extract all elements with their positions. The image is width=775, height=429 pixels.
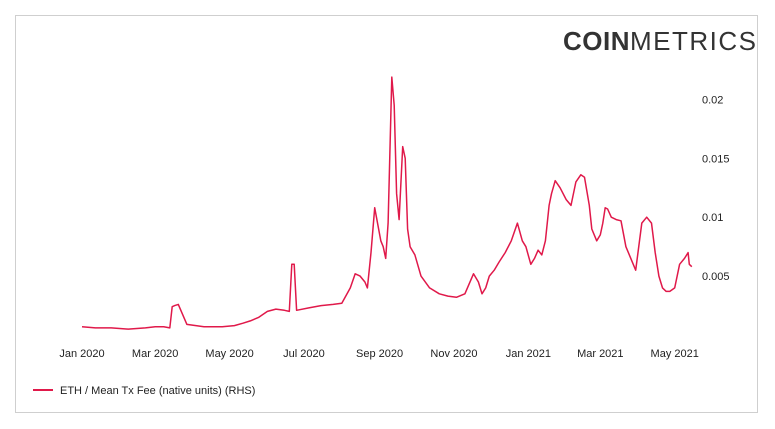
y-axis-ticks: 0.005 0.01 0.015 0.02 [702,94,730,283]
x-tick-label: Nov 2020 [430,348,477,360]
coinmetrics-logo: COINMETRICS [563,28,758,54]
logo-light-text: METRICS [630,26,758,56]
logo-strong-text: COIN [563,26,630,56]
y-tick-label: 0.02 [702,94,723,106]
x-tick-label: Sep 2020 [356,348,403,360]
y-tick-label: 0.015 [702,153,730,165]
y-tick-label: 0.005 [702,271,730,283]
x-tick-label: Jan 2020 [59,348,104,360]
x-tick-label: May 2021 [651,348,699,360]
y-tick-label: 0.01 [702,212,723,224]
legend-label: ETH / Mean Tx Fee (native units) (RHS) [60,385,255,397]
series-layer [81,76,693,330]
x-tick-label: Jan 2021 [506,348,551,360]
x-tick-label: Jul 2020 [283,348,325,360]
x-tick-label: Mar 2021 [577,348,623,360]
x-tick-label: Mar 2020 [132,348,178,360]
legend: ETH / Mean Tx Fee (native units) (RHS) [33,385,255,397]
chart-frame [15,15,758,413]
x-axis-ticks: Jan 2020 Mar 2020 May 2020 Jul 2020 Sep 2020… [59,348,698,360]
x-tick-label: May 2020 [205,348,253,360]
series-line [81,76,693,330]
